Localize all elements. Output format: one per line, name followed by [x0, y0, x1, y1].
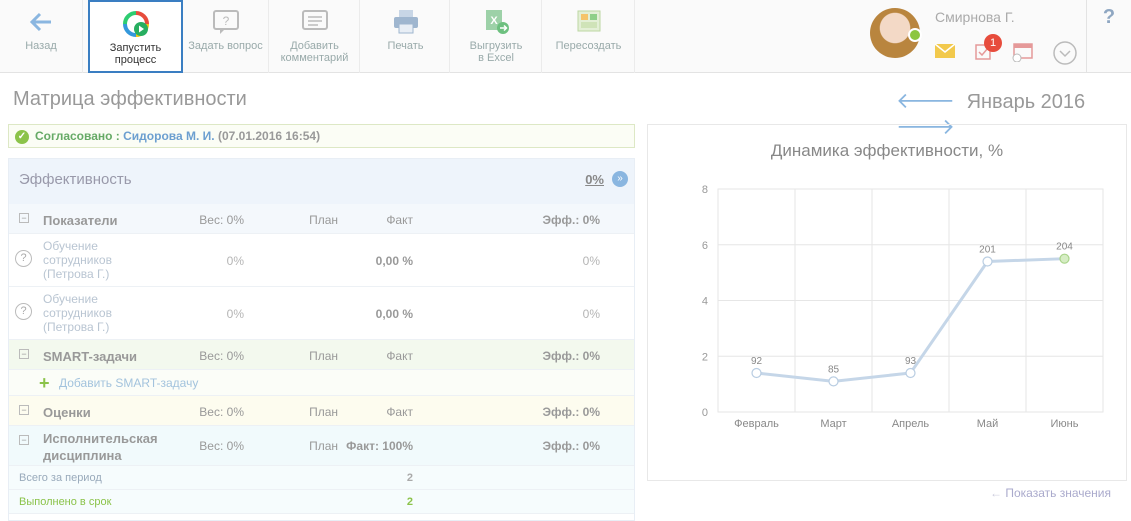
chevron-down-icon[interactable] [1053, 41, 1077, 65]
y-tick-label: 8 [702, 184, 708, 196]
month-navigator: 🡐 Январь 2016 🡒 [896, 88, 1096, 140]
show-values-link[interactable]: ← Показать значения [990, 486, 1111, 500]
indicator-row[interactable]: ? Обучение сотрудников (Петрова Г.) 0% 0… [9, 234, 634, 287]
data-point [1059, 253, 1070, 264]
data-point [982, 256, 993, 267]
collapse-icon[interactable]: − [19, 435, 29, 445]
calendar-icon[interactable] [1012, 42, 1034, 62]
data-point [751, 367, 762, 379]
group-marks[interactable]: − Оценки Вес: 0% План Факт Эфф.: 0% [9, 396, 634, 426]
data-point [828, 376, 839, 387]
page-title: Матрица эффективности [13, 88, 247, 110]
chart-title: Динамика эффективности, % [771, 141, 1003, 160]
comment-icon [301, 10, 328, 30]
x-tick-label: Июнь [1051, 418, 1079, 430]
y-tick-label: 0 [702, 407, 708, 419]
current-month: Январь 2016 [966, 91, 1086, 113]
collapse-icon[interactable]: − [19, 405, 29, 415]
toolbar: Назад Запустить процесс ? Задать вопрос … [0, 0, 1131, 73]
print-button[interactable]: Печать [362, 0, 450, 73]
add-smart-row: + Добавить SMART-задачу [9, 370, 634, 396]
printer-icon [393, 10, 418, 34]
mail-icon[interactable] [935, 44, 955, 58]
data-label: 93 [905, 356, 917, 367]
question-icon[interactable]: ? [15, 250, 32, 267]
collapse-icon[interactable]: − [19, 349, 29, 359]
x-tick-label: Февраль [734, 418, 779, 430]
back-button[interactable]: Назад [0, 0, 83, 73]
collapse-icon[interactable]: − [19, 213, 29, 223]
data-label: 201 [979, 244, 996, 255]
approval-status: ✓ Согласовано : Сидорова М. И. (07.01.20… [8, 124, 635, 148]
group-indicators[interactable]: − Показатели Вес: 0% План Факт Эфф.: 0% [9, 204, 634, 234]
add-comment-button[interactable]: Добавить комментарий [270, 0, 360, 73]
export-excel-button[interactable]: X Выгрузить в Excel [451, 0, 542, 73]
next-month-icon[interactable]: 🡒 [896, 114, 955, 139]
help-icon[interactable]: ? [1086, 0, 1131, 73]
x-tick-label: Март [820, 418, 846, 430]
notification-badge: 1 [984, 34, 1002, 52]
user-panel: Смирнова Г. 1 [870, 6, 1080, 66]
y-tick-label: 4 [702, 296, 708, 308]
run-process-button[interactable]: Запустить процесс [88, 0, 183, 73]
data-label: 204 [1056, 242, 1073, 253]
group-smart[interactable]: − SMART-задачи Вес: 0% План Факт Эфф.: 0… [9, 340, 634, 370]
x-tick-label: Май [977, 418, 999, 430]
data-label: 92 [751, 356, 763, 367]
add-smart-link[interactable]: Добавить SMART-задачу [59, 376, 199, 390]
y-tick-label: 2 [702, 351, 708, 363]
tasks-icon[interactable] [975, 42, 993, 60]
discipline-row: Выполнено в срок 2 [9, 490, 634, 514]
efficiency-header: Эффективность 0% » [9, 159, 634, 204]
efficiency-panel: Эффективность 0% » − Показатели Вес: 0% … [8, 158, 635, 521]
data-point [905, 367, 916, 379]
forward-icon[interactable]: » [612, 171, 628, 187]
efficiency-value[interactable]: 0% [585, 172, 604, 187]
question-icon[interactable]: ? [15, 303, 32, 320]
recreate-button[interactable]: Пересоздать [543, 0, 635, 73]
plus-icon[interactable]: + [39, 373, 50, 393]
y-tick-label: 6 [702, 240, 708, 252]
x-tick-label: Апрель [892, 418, 930, 430]
ask-question-button[interactable]: ? Задать вопрос [183, 0, 269, 73]
discipline-row: Всего за период 2 [9, 466, 634, 490]
arrow-left-icon: ← [990, 486, 1006, 500]
excel-export-icon: X [486, 10, 509, 34]
user-name[interactable]: Смирнова Г. [935, 9, 1015, 25]
check-icon: ✓ [15, 130, 29, 144]
prev-month-icon[interactable]: 🡐 [896, 88, 955, 113]
chart-svg: Динамика эффективности, % 0 2 4 6 8 Февраль Ма… [702, 141, 1104, 430]
user-avatar[interactable] [870, 8, 922, 58]
group-discipline[interactable]: − Исполнительская дисциплина Вес: 0% Пла… [9, 426, 634, 466]
indicator-row[interactable]: ? Обучение сотрудников (Петрова Г.) 0% 0… [9, 287, 634, 340]
svg-text:?: ? [222, 14, 229, 28]
recreate-icon [577, 10, 600, 32]
data-label: 85 [828, 364, 840, 375]
arrow-left-icon [29, 12, 51, 32]
efficiency-chart: Динамика эффективности, % 0 2 4 6 8 Февраль Ма… [647, 124, 1127, 481]
question-bubble-icon: ? [212, 10, 239, 34]
process-run-icon [122, 11, 149, 37]
svg-text:X: X [490, 15, 498, 27]
